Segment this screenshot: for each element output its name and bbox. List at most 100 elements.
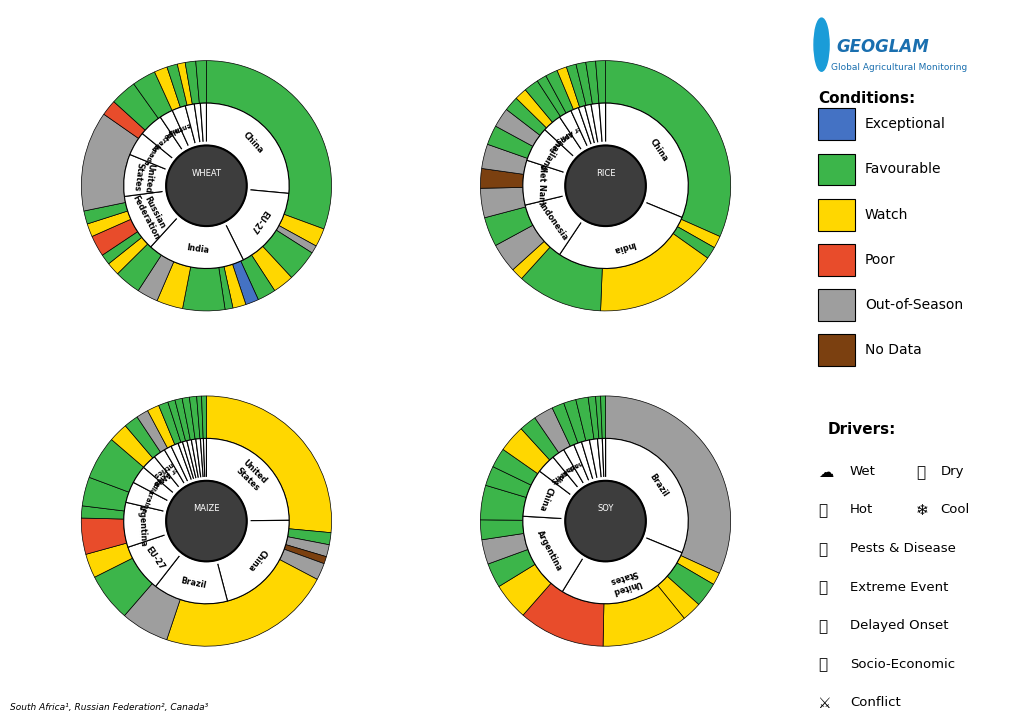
Wedge shape xyxy=(123,154,169,196)
Text: ⛏: ⛏ xyxy=(915,465,924,480)
Wedge shape xyxy=(285,537,329,557)
Text: Argentina: Argentina xyxy=(137,501,149,547)
Wedge shape xyxy=(151,216,243,268)
Wedge shape xyxy=(575,397,593,441)
Wedge shape xyxy=(108,237,148,273)
Wedge shape xyxy=(279,214,324,246)
Wedge shape xyxy=(590,104,602,146)
Wedge shape xyxy=(666,563,713,605)
Wedge shape xyxy=(182,267,224,311)
Wedge shape xyxy=(575,62,591,106)
Wedge shape xyxy=(535,408,570,453)
Wedge shape xyxy=(562,536,681,604)
Wedge shape xyxy=(552,403,577,446)
Wedge shape xyxy=(171,443,192,485)
Wedge shape xyxy=(521,247,602,311)
Wedge shape xyxy=(559,111,588,152)
Text: RICE: RICE xyxy=(595,169,615,178)
Wedge shape xyxy=(578,106,594,148)
Wedge shape xyxy=(82,478,128,511)
Wedge shape xyxy=(657,576,698,618)
Wedge shape xyxy=(168,400,185,443)
Text: 🌿: 🌿 xyxy=(817,542,826,557)
Wedge shape xyxy=(148,406,175,448)
Wedge shape xyxy=(672,226,714,258)
Wedge shape xyxy=(585,61,599,104)
Text: Brazil: Brazil xyxy=(180,576,207,590)
Wedge shape xyxy=(539,457,579,497)
Wedge shape xyxy=(545,71,573,113)
Text: Conflict: Conflict xyxy=(849,696,900,709)
Wedge shape xyxy=(191,439,201,481)
Circle shape xyxy=(565,481,645,561)
Wedge shape xyxy=(573,442,593,484)
Wedge shape xyxy=(521,418,558,460)
Wedge shape xyxy=(252,246,291,291)
Wedge shape xyxy=(492,449,537,485)
Wedge shape xyxy=(603,585,683,646)
Wedge shape xyxy=(523,516,584,592)
Wedge shape xyxy=(159,402,181,445)
Wedge shape xyxy=(581,440,598,483)
Wedge shape xyxy=(189,396,200,439)
Wedge shape xyxy=(84,203,127,224)
FancyBboxPatch shape xyxy=(817,109,854,140)
Wedge shape xyxy=(563,400,585,443)
Text: SOY: SOY xyxy=(596,504,613,513)
Wedge shape xyxy=(201,396,206,438)
Wedge shape xyxy=(92,219,137,255)
Wedge shape xyxy=(513,241,550,278)
Wedge shape xyxy=(527,130,575,174)
Wedge shape xyxy=(287,529,331,545)
Wedge shape xyxy=(194,104,203,146)
Wedge shape xyxy=(167,560,316,646)
Text: Other AMIS: Other AMIS xyxy=(554,117,593,144)
Wedge shape xyxy=(605,396,730,573)
Wedge shape xyxy=(182,441,197,483)
Text: 👥: 👥 xyxy=(817,658,826,673)
Circle shape xyxy=(813,18,828,71)
Wedge shape xyxy=(206,61,332,229)
Wedge shape xyxy=(196,438,203,481)
Wedge shape xyxy=(216,521,289,601)
Wedge shape xyxy=(485,467,531,498)
Text: Socio-Economic: Socio-Economic xyxy=(849,658,954,670)
Text: Indonesia: Indonesia xyxy=(537,201,569,243)
Text: Out-of-Season: Out-of-Season xyxy=(864,298,962,312)
Text: United
States: United States xyxy=(131,161,155,193)
Wedge shape xyxy=(155,450,186,490)
Wedge shape xyxy=(605,61,730,236)
Wedge shape xyxy=(556,67,579,109)
Wedge shape xyxy=(487,126,533,159)
Text: Ukraine: Ukraine xyxy=(139,484,155,513)
Wedge shape xyxy=(195,61,206,104)
Wedge shape xyxy=(484,207,533,246)
Wedge shape xyxy=(480,486,526,521)
Text: China: China xyxy=(537,486,554,513)
Wedge shape xyxy=(676,555,719,584)
Wedge shape xyxy=(600,396,605,438)
Text: Other AMIS
Countries: Other AMIS Countries xyxy=(149,451,191,486)
Circle shape xyxy=(163,478,250,565)
Wedge shape xyxy=(133,468,176,502)
Wedge shape xyxy=(516,90,552,128)
Wedge shape xyxy=(206,396,332,533)
Text: Dry: Dry xyxy=(939,465,962,478)
Text: Russian
Federation: Russian Federation xyxy=(130,189,170,241)
Wedge shape xyxy=(605,438,687,553)
Circle shape xyxy=(561,142,648,229)
Text: India: India xyxy=(551,468,568,486)
Wedge shape xyxy=(182,397,195,440)
Wedge shape xyxy=(566,64,585,107)
Wedge shape xyxy=(187,440,199,482)
Wedge shape xyxy=(206,438,289,521)
Wedge shape xyxy=(676,219,719,248)
Wedge shape xyxy=(487,550,535,586)
Text: Philippines: Philippines xyxy=(546,122,581,153)
Text: United
States: United States xyxy=(234,458,269,493)
Wedge shape xyxy=(129,134,175,171)
Wedge shape xyxy=(87,211,130,236)
Wedge shape xyxy=(113,84,159,130)
Wedge shape xyxy=(595,61,605,104)
Wedge shape xyxy=(233,261,258,305)
